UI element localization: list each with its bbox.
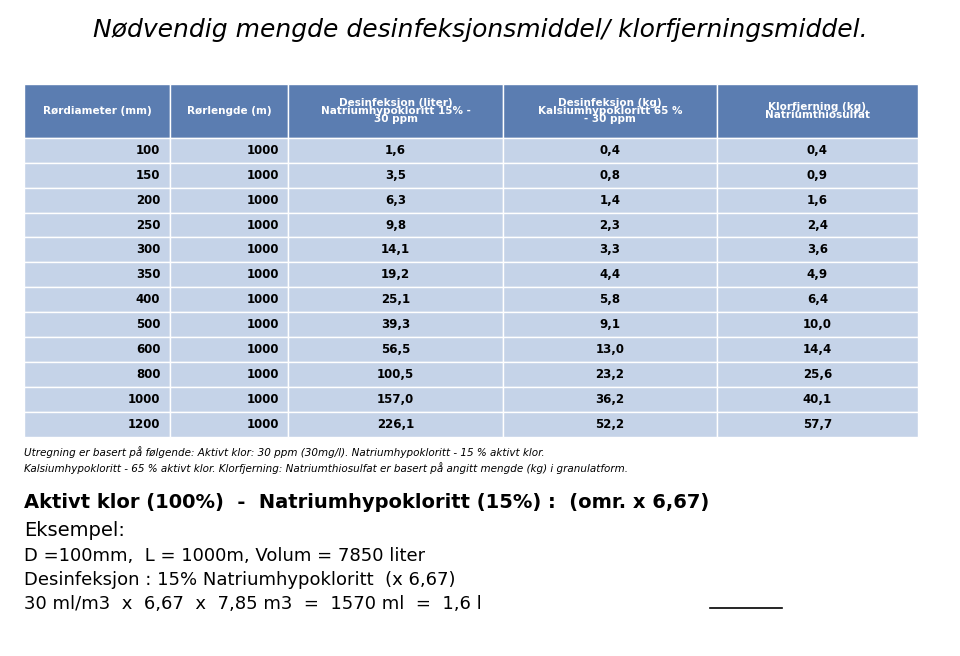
Text: Natriumthiosulfat: Natriumthiosulfat [765, 110, 870, 120]
Text: Rørdiameter (mm): Rørdiameter (mm) [42, 106, 152, 116]
Text: Klorfjerning (kg): Klorfjerning (kg) [768, 102, 867, 112]
Text: 250: 250 [135, 218, 160, 232]
Text: 9,1: 9,1 [599, 318, 620, 331]
Text: 1000: 1000 [247, 218, 278, 232]
Text: Rørlengde (m): Rørlengde (m) [187, 106, 272, 116]
Text: 500: 500 [135, 318, 160, 331]
Text: 157,0: 157,0 [377, 393, 415, 406]
Text: 1000: 1000 [247, 293, 278, 306]
Text: 1000: 1000 [247, 169, 278, 182]
Text: 0,9: 0,9 [807, 169, 828, 182]
Text: 1000: 1000 [247, 318, 278, 331]
Text: 9,8: 9,8 [385, 218, 406, 232]
Text: 100: 100 [136, 144, 160, 157]
Text: 2,4: 2,4 [807, 218, 828, 232]
Text: 6,3: 6,3 [385, 194, 406, 207]
Text: 3,5: 3,5 [385, 169, 406, 182]
Text: 2,3: 2,3 [600, 218, 620, 232]
Text: - 30 ppm: - 30 ppm [584, 113, 636, 124]
Text: 400: 400 [135, 293, 160, 306]
Text: 1000: 1000 [128, 393, 160, 406]
Text: 57,7: 57,7 [803, 418, 832, 431]
Text: 1,4: 1,4 [599, 194, 620, 207]
Text: 0,8: 0,8 [599, 169, 620, 182]
Text: 1,6: 1,6 [807, 194, 828, 207]
Text: Desinfeksjon (liter): Desinfeksjon (liter) [339, 98, 452, 108]
Text: Kalsiumhypokloritt - 65 % aktivt klor. Klorfjerning: Natriumthiosulfat er basert: Kalsiumhypokloritt - 65 % aktivt klor. K… [24, 462, 628, 474]
Text: 1000: 1000 [247, 393, 278, 406]
Text: 10,0: 10,0 [803, 318, 832, 331]
Text: 1000: 1000 [247, 268, 278, 281]
Text: 30 ml/m3  x  6,67  x  7,85 m3  =  1570 ml  =  1,6 l: 30 ml/m3 x 6,67 x 7,85 m3 = 1570 ml = 1,… [24, 595, 482, 613]
Text: 100,5: 100,5 [377, 368, 415, 381]
Text: 0,4: 0,4 [807, 144, 828, 157]
Text: 1000: 1000 [247, 368, 278, 381]
Text: 1000: 1000 [247, 194, 278, 207]
Text: 1000: 1000 [247, 243, 278, 256]
Text: Natriumhypokloritt 15% -: Natriumhypokloritt 15% - [321, 106, 470, 116]
Text: 19,2: 19,2 [381, 268, 410, 281]
Text: 4,4: 4,4 [599, 268, 620, 281]
Text: 36,2: 36,2 [595, 393, 625, 406]
Text: 5,8: 5,8 [599, 293, 620, 306]
Text: Aktivt klor (100%)  -  Natriumhypokloritt (15%) :  (omr. x 6,67): Aktivt klor (100%) - Natriumhypokloritt … [24, 493, 709, 512]
Text: 25,6: 25,6 [803, 368, 832, 381]
Text: 1000: 1000 [247, 418, 278, 431]
Text: 0,4: 0,4 [599, 144, 620, 157]
Text: Eksempel:: Eksempel: [24, 521, 125, 540]
Text: 200: 200 [136, 194, 160, 207]
Text: 3,3: 3,3 [600, 243, 620, 256]
Text: 350: 350 [135, 268, 160, 281]
Text: 52,2: 52,2 [595, 418, 625, 431]
Text: 600: 600 [135, 343, 160, 356]
Text: 25,1: 25,1 [381, 293, 410, 306]
Text: 3,6: 3,6 [807, 243, 828, 256]
Text: 56,5: 56,5 [381, 343, 410, 356]
Text: 150: 150 [135, 169, 160, 182]
Text: 300: 300 [136, 243, 160, 256]
Text: 800: 800 [135, 368, 160, 381]
Text: 226,1: 226,1 [377, 418, 415, 431]
Text: 4,9: 4,9 [806, 268, 828, 281]
Text: Utregning er basert på følgende: Aktivt klor: 30 ppm (30mg/l). Natriumhypoklorit: Utregning er basert på følgende: Aktivt … [24, 446, 544, 458]
Text: 6,4: 6,4 [806, 293, 828, 306]
Text: 1,6: 1,6 [385, 144, 406, 157]
Text: 14,1: 14,1 [381, 243, 410, 256]
Text: 1000: 1000 [247, 144, 278, 157]
Text: 23,2: 23,2 [595, 368, 624, 381]
Text: 40,1: 40,1 [803, 393, 832, 406]
Text: Desinfeksjon (kg): Desinfeksjon (kg) [558, 98, 661, 108]
Text: Kalsiumhypokloritt 65 %: Kalsiumhypokloritt 65 % [538, 106, 683, 116]
Text: 39,3: 39,3 [381, 318, 410, 331]
Text: Desinfeksjon : 15% Natriumhypokloritt  (x 6,67): Desinfeksjon : 15% Natriumhypokloritt (x… [24, 571, 455, 588]
Text: 1000: 1000 [247, 343, 278, 356]
Text: 13,0: 13,0 [595, 343, 624, 356]
Text: 30 ppm: 30 ppm [373, 113, 418, 124]
Text: 1200: 1200 [128, 418, 160, 431]
Text: 14,4: 14,4 [803, 343, 832, 356]
Text: Nødvendig mengde desinfeksjonsmiddel/ klorfjerningsmiddel.: Nødvendig mengde desinfeksjonsmiddel/ kl… [93, 18, 867, 43]
Text: D =100mm,  L = 1000m, Volum = 7850 liter: D =100mm, L = 1000m, Volum = 7850 liter [24, 547, 425, 565]
